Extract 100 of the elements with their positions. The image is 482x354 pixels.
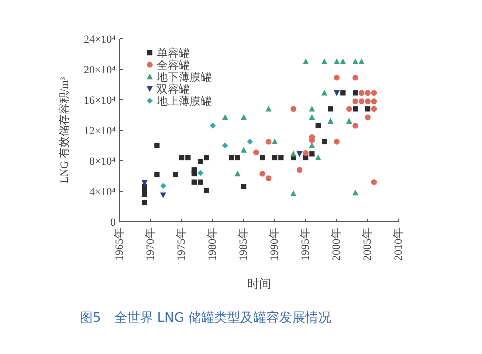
- point: [328, 118, 334, 124]
- point: [352, 190, 359, 196]
- point: [346, 106, 352, 112]
- point: [316, 123, 321, 129]
- point: [340, 58, 346, 64]
- point: [358, 58, 365, 64]
- point: [229, 155, 234, 161]
- legend-label: 双容罐: [157, 83, 190, 96]
- x-tick-label: 2000年: [331, 228, 343, 261]
- point: [235, 155, 240, 161]
- point: [234, 170, 241, 177]
- point: [142, 180, 148, 186]
- point: [353, 106, 358, 112]
- point: [309, 106, 316, 112]
- point: [322, 90, 328, 96]
- point: [365, 98, 371, 104]
- point: [322, 58, 328, 64]
- x-tick-label: 1980年: [207, 228, 219, 261]
- point: [371, 98, 378, 104]
- x-tick-label: 2005年: [362, 228, 374, 261]
- point: [266, 176, 272, 182]
- point: [309, 114, 316, 120]
- x-tick-label: 1965年: [114, 228, 126, 261]
- point: [266, 139, 272, 145]
- point: [358, 98, 365, 104]
- point: [334, 139, 340, 145]
- point: [142, 192, 148, 198]
- point: [310, 152, 315, 157]
- point: [198, 170, 204, 176]
- point: [346, 118, 352, 124]
- point: [198, 180, 204, 185]
- point: [192, 168, 197, 173]
- point: [160, 192, 166, 199]
- point: [365, 106, 371, 112]
- point: [290, 190, 297, 196]
- point: [358, 90, 365, 96]
- x-axis-title: 时间: [248, 277, 272, 291]
- point: [173, 172, 178, 178]
- legend-label: 地下薄膜罐: [156, 71, 212, 84]
- point: [154, 143, 160, 148]
- point: [260, 155, 266, 161]
- y-tick-label: 24×10⁴: [84, 34, 116, 46]
- point: [198, 159, 204, 164]
- point: [365, 90, 371, 96]
- point: [260, 171, 266, 177]
- point: [309, 142, 316, 148]
- text: 图5 全世界 LNG 储罐类型及罐容发展情况: [80, 310, 332, 326]
- point: [334, 74, 340, 81]
- point: [186, 155, 191, 161]
- y-tick-label: 8×10⁴: [89, 156, 116, 168]
- point: [290, 106, 296, 112]
- y-axis-title: LNG 有效储存容积/m³: [58, 76, 71, 184]
- point: [290, 150, 297, 157]
- point: [222, 114, 228, 120]
- legend-label: 单容罐: [157, 47, 190, 60]
- point: [365, 114, 371, 120]
- point: [371, 106, 378, 112]
- y-tick-label: 20×10⁴: [84, 64, 116, 76]
- x-tick-label: 1975年: [176, 228, 188, 261]
- point: [241, 184, 247, 190]
- point: [272, 155, 278, 161]
- point: [303, 58, 309, 64]
- point: [328, 106, 334, 112]
- point: [222, 142, 228, 149]
- y-tick-label: 4×10⁴: [89, 186, 116, 198]
- point: [352, 98, 358, 104]
- point: [278, 155, 284, 161]
- point: [142, 184, 148, 190]
- point: [296, 167, 303, 174]
- point: [353, 90, 358, 96]
- point: [352, 58, 359, 64]
- legend-label: 地上薄膜罐: [156, 95, 212, 108]
- x-tick-label: 2010年: [393, 228, 405, 261]
- point: [371, 90, 378, 96]
- point: [371, 179, 378, 186]
- x-tick-label: 1995年: [300, 228, 312, 261]
- x-tick-label: 1970年: [145, 228, 157, 261]
- x-tick-label: 1990年: [269, 228, 281, 261]
- y-tick-label: 0: [110, 217, 116, 229]
- point: [192, 180, 197, 185]
- point: [334, 58, 340, 64]
- point: [204, 188, 210, 194]
- point: [296, 152, 303, 158]
- point: [204, 155, 210, 161]
- point: [179, 155, 185, 161]
- point: [160, 183, 166, 190]
- point: [352, 123, 358, 129]
- point: [352, 74, 358, 81]
- legend-label: 全容罐: [157, 59, 190, 72]
- point: [154, 172, 160, 178]
- point: [241, 114, 247, 120]
- y-tick-label: 12×10⁴: [84, 126, 116, 138]
- point: [241, 147, 247, 153]
- point: [272, 138, 278, 145]
- point: [254, 150, 260, 156]
- point: [340, 90, 346, 96]
- point: [303, 150, 309, 156]
- y-tick-label: 16×10⁴: [84, 95, 116, 107]
- point: [266, 106, 272, 112]
- point: [315, 154, 322, 161]
